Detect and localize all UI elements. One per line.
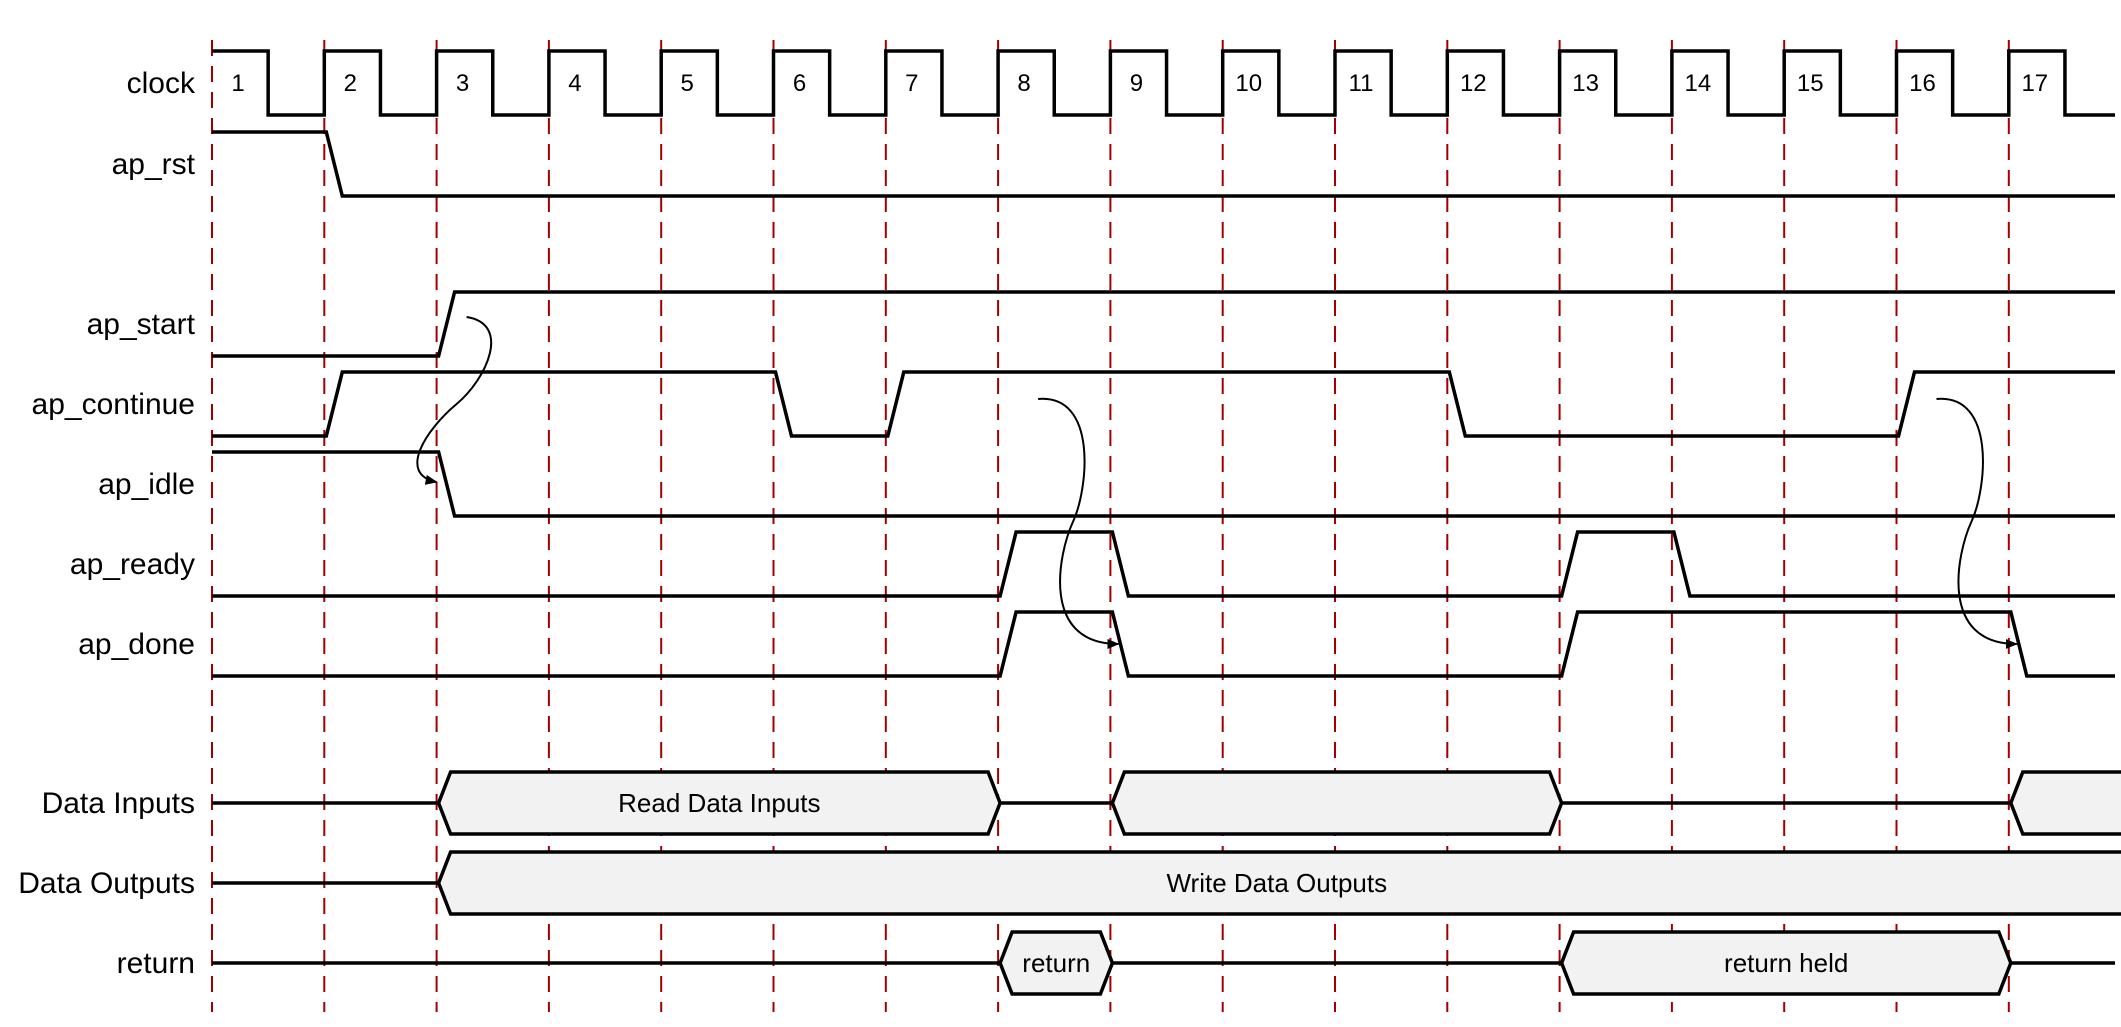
cycle-label-15: 15 [1797,70,1824,97]
cycle-label-4: 4 [568,70,581,97]
cycle-label-11: 11 [1349,70,1374,97]
ap_start-waveform [212,290,2115,358]
data-inputs-segment [1110,770,1564,836]
data-outputs-segment-label: Write Data Outputs [1166,868,1387,898]
data-outputs-segment [436,850,2121,916]
ap_ready-waveform [212,530,2115,598]
causality-arrow [416,316,493,485]
signal-label-ap_continue: ap_continue [32,388,195,421]
cycle-label-2: 2 [344,70,357,97]
cycle-label-12: 12 [1460,70,1487,97]
cycle-label-14: 14 [1685,70,1712,97]
return-segment-label: return [1022,948,1090,978]
ap_continue-waveform [212,370,2115,438]
data-outputs-bus: Write Data Outputs [212,850,2121,916]
cycle-label-16: 16 [1909,70,1936,97]
cycle-label-7: 7 [905,70,918,97]
signal-label-clock: clock [127,67,196,100]
cycle-label-10: 10 [1235,70,1262,97]
return-bus: return return held [212,930,2115,996]
cycle-label-13: 13 [1572,70,1599,97]
cycle-label-6: 6 [793,70,806,97]
signal-label-ap_rst: ap_rst [112,148,196,181]
cycle-label-8: 8 [1017,70,1030,97]
ap_rst-waveform [212,130,2115,198]
causality-arrow [1038,397,1120,649]
data-inputs-segment-label: Read Data Inputs [618,788,820,818]
data-inputs-segment [2008,770,2121,836]
cycle-label-17: 17 [2021,70,2048,97]
signal-label-return: return [117,947,195,980]
ap_idle-waveform [212,450,2115,518]
data-inputs-bus: Read Data Inputs [212,770,2121,836]
signal-labels: clock ap_rst ap_start ap_continue ap_idle ap_… [18,67,196,980]
return-segment-label: return held [1724,948,1848,978]
signal-label-ap_idle: ap_idle [98,468,195,501]
causality-arrows [416,316,2018,649]
signal-label-data_inputs: Data Inputs [42,787,195,820]
clock-waveform [212,49,2115,117]
cycle-label-5: 5 [681,70,694,97]
signal-label-ap_done: ap_done [78,628,195,661]
signal-label-data_outputs: Data Outputs [18,867,195,900]
cycle-label-3: 3 [456,70,469,97]
cycle-label-9: 9 [1130,70,1143,97]
signal-label-ap_start: ap_start [87,308,196,341]
ap_done-waveform [212,610,2115,678]
signal-label-ap_ready: ap_ready [70,548,195,581]
causality-arrow [1936,397,2018,649]
cycle-grid [211,40,2010,1012]
cycle-label-1: 1 [231,70,244,97]
